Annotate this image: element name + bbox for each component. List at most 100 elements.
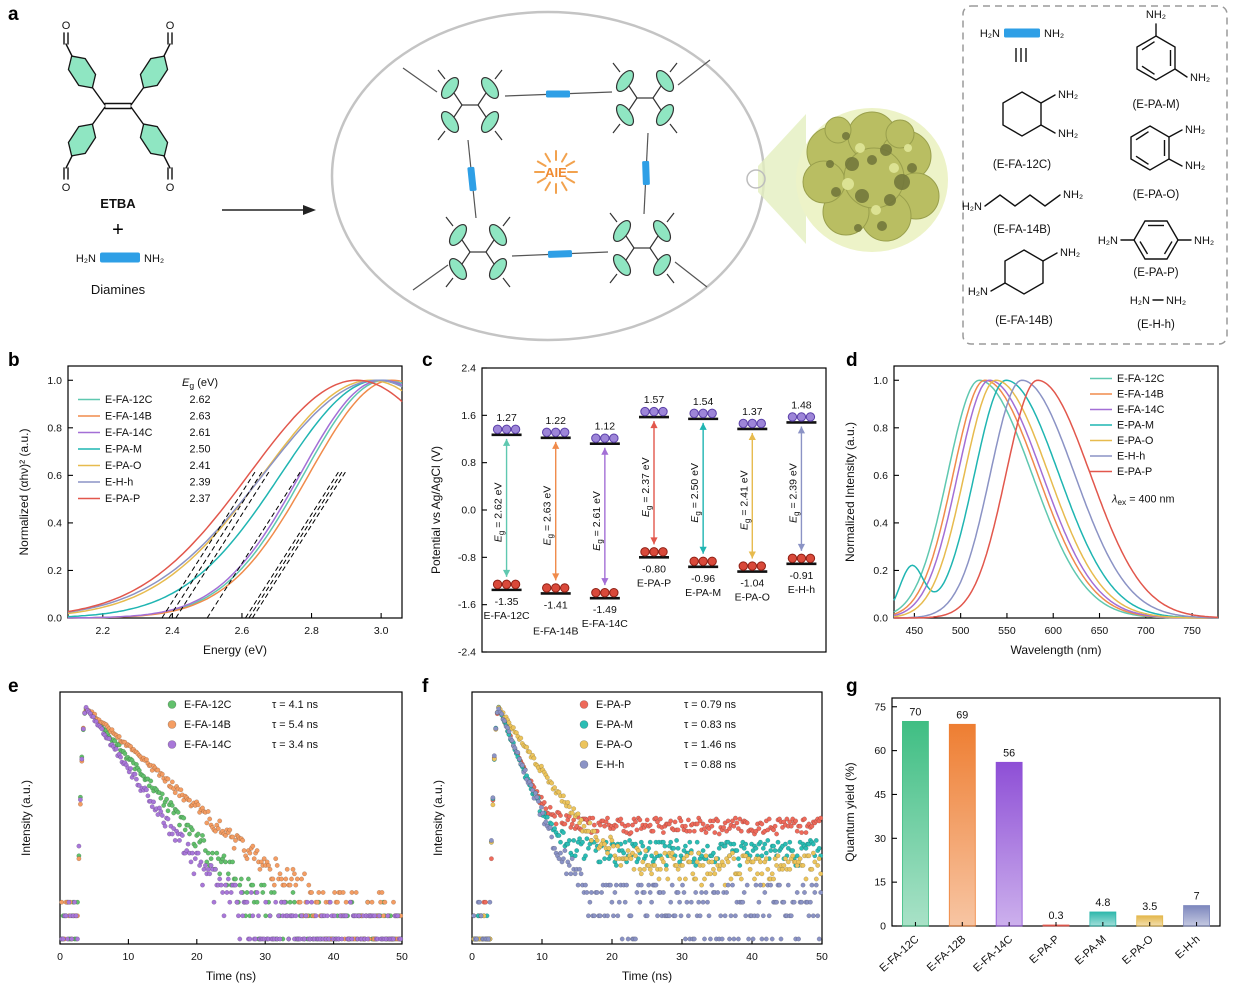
quantum-yield-bar-chart: 0 15 30 45 60 75 Quantum yield (%) 70 E-FA-12C 69… [843,697,1221,975]
svg-text:69: 69 [956,709,968,721]
equivalence-icon [1015,48,1027,62]
svg-text:E-PA-O: E-PA-O [1120,933,1156,967]
svg-text:0: 0 [469,951,475,963]
panel-label-f: f [422,676,429,697]
linker-bar [547,250,573,258]
svg-text:4.8: 4.8 [1095,897,1110,909]
etba-structure: O O O O [62,20,175,194]
svg-text:-1.04: -1.04 [740,578,764,590]
svg-text:45: 45 [874,789,886,801]
svg-text:3.5: 3.5 [1142,901,1157,913]
svg-text:0.6: 0.6 [47,470,62,482]
nh2-label: NH₂ [1194,235,1214,247]
h2n-label: H₂N [76,253,96,265]
diamine-name: (E-H-h) [1137,319,1175,331]
nh2-label: NH₂ [1058,89,1078,101]
svg-text:10: 10 [536,951,548,963]
svg-text:2.61: 2.61 [189,427,210,439]
svg-text:τ = 0.88 ns: τ = 0.88 ns [684,759,737,771]
h2n-label: H₂N [980,28,1000,40]
svg-text:2.63: 2.63 [189,411,210,423]
aldehyde-groups: O O O O [62,20,175,194]
svg-text:2.50: 2.50 [189,444,210,456]
panel-label-c: c [422,350,433,371]
svg-text:Intensity (a.u.): Intensity (a.u.) [431,780,445,856]
svg-text:450: 450 [906,625,924,637]
svg-text:E-PA-P: E-PA-P [105,493,140,505]
svg-text:Wavelength (nm): Wavelength (nm) [1011,643,1102,657]
structure-efa12c: NH₂ NH₂ [1002,89,1078,140]
linker-bar [546,90,570,98]
svg-text:E-PA-P: E-PA-P [1027,933,1062,966]
nh2-label: NH₂ [1060,247,1080,259]
svg-text:30: 30 [676,951,688,963]
oxygen-label: O [166,182,175,194]
structure-epao: NH₂ NH₂ [1130,124,1205,172]
diamine-name: (E-FA-12C) [993,159,1051,171]
svg-text:Eg = 2.62 eV: Eg = 2.62 eV [493,482,507,542]
h2n-label: H₂N [962,201,982,213]
svg-text:650: 650 [1091,625,1109,637]
panel-label-g: g [846,676,858,697]
svg-text:2.6: 2.6 [235,625,250,637]
svg-text:E-FA-14C: E-FA-14C [184,739,232,751]
h2n-label: H₂N [1098,235,1118,247]
svg-text:E-FA-14C: E-FA-14C [971,933,1015,974]
svg-text:Quantum yield (%): Quantum yield (%) [843,762,857,861]
oxygen-label: O [62,182,71,194]
plus-sign: + [112,219,124,241]
diamine-name: (E-PA-P) [1133,267,1178,279]
nh2-label: NH₂ [1044,28,1064,40]
svg-text:Eg = 2.39 eV: Eg = 2.39 eV [787,463,801,523]
svg-text:Eg = 2.63 eV: Eg = 2.63 eV [542,486,556,546]
svg-text:15: 15 [874,877,886,889]
svg-text:Normalized (αhν)² (a.u.): Normalized (αhν)² (a.u.) [17,429,31,556]
svg-text:-1.41: -1.41 [544,599,568,611]
svg-text:E-PA-O: E-PA-O [735,592,770,604]
svg-text:0.3: 0.3 [1048,910,1063,922]
diamine-linker-bar [100,252,140,263]
svg-text:E-FA-12C: E-FA-12C [484,610,531,622]
energy-level-diagram: 2.4 1.6 0.8 0.0 -0.8 -1.6 -2.4 Potential vs Ag/… [429,363,827,659]
svg-text:-0.91: -0.91 [789,570,813,582]
svg-text:0.4: 0.4 [47,517,62,529]
svg-text:50: 50 [816,951,828,963]
structure-epam: NH₂ NH₂ [1136,9,1210,84]
nh2-label: NH₂ [1185,160,1205,172]
svg-text:-2.4: -2.4 [458,647,476,659]
svg-text:20: 20 [191,951,203,963]
svg-text:τ = 0.83 ns: τ = 0.83 ns [684,719,737,731]
svg-text:E-PA-M: E-PA-M [685,587,721,599]
svg-text:E-H-h: E-H-h [1173,933,1202,961]
svg-text:E-PA-P: E-PA-P [637,577,671,589]
svg-text:70: 70 [909,706,921,718]
svg-text:E-H-h: E-H-h [596,759,624,771]
svg-text:E-PA-P: E-PA-P [596,699,631,711]
svg-text:700: 700 [1137,625,1155,637]
h2n-label: H₂N [968,286,988,298]
svg-text:550: 550 [998,625,1016,637]
structure-ehh: H₂N NH₂ [1130,295,1186,307]
svg-text:30: 30 [259,951,271,963]
svg-text:Time (ns): Time (ns) [622,969,672,983]
svg-text:2.4: 2.4 [461,363,476,375]
svg-text:Time (ns): Time (ns) [206,969,256,983]
svg-text:E-PA-M: E-PA-M [596,719,633,731]
linker-bar [642,160,650,186]
nh2-label: NH₂ [1063,189,1083,201]
network-scheme: AIE [330,10,766,342]
svg-text:τ = 3.4 ns: τ = 3.4 ns [272,739,319,751]
svg-text:0.2: 0.2 [47,565,62,577]
svg-text:750: 750 [1183,625,1201,637]
svg-text:0.0: 0.0 [461,505,476,517]
svg-text:2.2: 2.2 [95,625,110,637]
panel-label-b: b [8,350,20,371]
svg-text:50: 50 [396,951,408,963]
svg-text:Intensity (a.u.): Intensity (a.u.) [19,780,33,856]
diamine-legend-box: H₂N NH₂ NH₂ NH₂ (E-FA-12C) H₂N NH₂ (E-FA [962,5,1228,345]
lifetime-decay-plot-fa: 0 10 20 30 40 50 Time (ns) Intensity (a.u.) E-FA… [19,691,408,983]
zoom-cone [746,114,806,244]
svg-text:2.37: 2.37 [189,493,210,505]
svg-text:Potential vs Ag/AgCl (V): Potential vs Ag/AgCl (V) [429,446,443,574]
svg-text:0.4: 0.4 [873,517,888,529]
